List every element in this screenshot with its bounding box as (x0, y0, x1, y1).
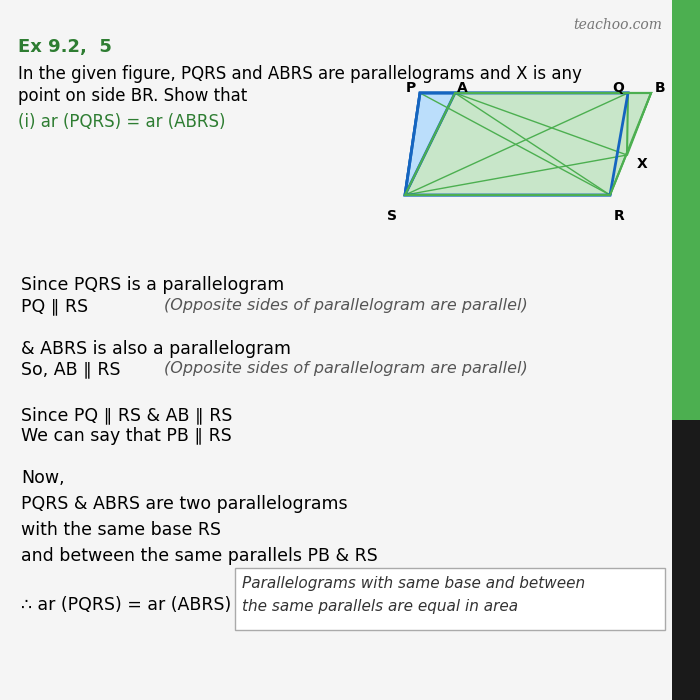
Text: P: P (406, 81, 416, 95)
Text: (i) ar (PQRS) = ar (ABRS): (i) ar (PQRS) = ar (ABRS) (18, 113, 225, 131)
Bar (234, 568, 665, 630)
Text: (Opposite sides of parallelogram are parallel): (Opposite sides of parallelogram are par… (164, 298, 528, 312)
Text: Q: Q (612, 81, 624, 95)
Text: B: B (655, 81, 666, 95)
Text: X: X (637, 157, 648, 171)
Text: Ex 9.2,  5: Ex 9.2, 5 (18, 38, 112, 56)
Polygon shape (627, 93, 651, 155)
Text: Now,: Now, (21, 469, 64, 487)
Text: Parallelograms with same base and between
the same parallels are equal in area: Parallelograms with same base and betwee… (242, 576, 586, 614)
Polygon shape (405, 93, 455, 195)
Text: Since PQRS is a parallelogram: Since PQRS is a parallelogram (21, 276, 284, 295)
Text: S: S (387, 209, 397, 223)
Text: PQRS & ABRS are two parallelograms: PQRS & ABRS are two parallelograms (21, 495, 348, 513)
Bar (672, 420, 700, 700)
Text: and between the same parallels PB & RS: and between the same parallels PB & RS (21, 547, 378, 565)
Text: A: A (457, 81, 468, 95)
Text: (Opposite sides of parallelogram are parallel): (Opposite sides of parallelogram are par… (164, 360, 528, 375)
Text: We can say that PB ∥ RS: We can say that PB ∥ RS (21, 427, 232, 445)
Text: with the same base RS: with the same base RS (21, 521, 221, 539)
Text: ∴ ar (PQRS) = ar (ABRS): ∴ ar (PQRS) = ar (ABRS) (21, 596, 231, 615)
Text: PQ ∥ RS: PQ ∥ RS (21, 298, 88, 316)
Bar (672, 0, 700, 420)
Polygon shape (405, 93, 651, 195)
Text: & ABRS is also a parallelogram: & ABRS is also a parallelogram (21, 340, 291, 358)
Text: teachoo.com: teachoo.com (573, 18, 662, 32)
Text: point on side BR. Show that: point on side BR. Show that (18, 87, 247, 105)
Polygon shape (405, 93, 628, 195)
Text: Since PQ ∥ RS & AB ∥ RS: Since PQ ∥ RS & AB ∥ RS (21, 406, 232, 424)
Text: So, AB ∥ RS: So, AB ∥ RS (21, 360, 120, 379)
Text: R: R (614, 209, 624, 223)
Text: In the given figure, PQRS and ABRS are parallelograms and X is any: In the given figure, PQRS and ABRS are p… (18, 65, 582, 83)
